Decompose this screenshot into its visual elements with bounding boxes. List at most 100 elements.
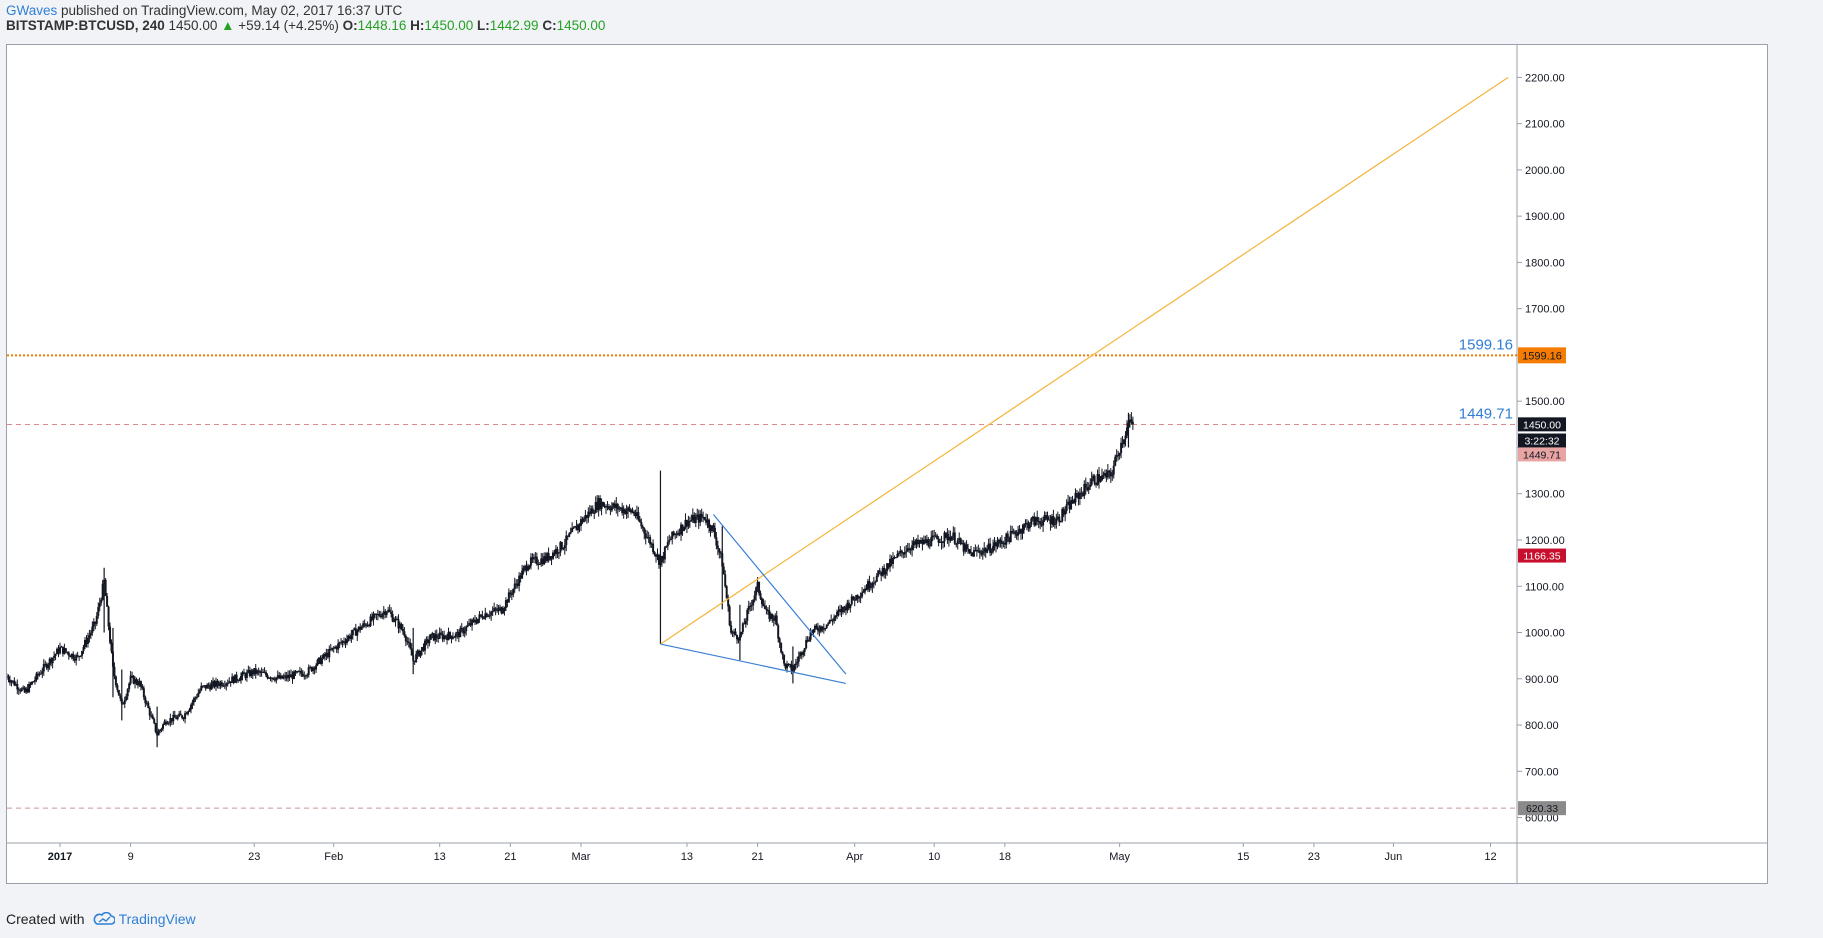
candle-body [575, 526, 578, 531]
candle-body [150, 715, 153, 717]
candle-body [999, 539, 1002, 542]
candle-body [891, 557, 894, 564]
chart-area[interactable]: 600.00 700.00 800.00 900.00 1000.00 1100.00 12… [6, 44, 1768, 884]
candle-body [840, 609, 843, 613]
candle-body [1025, 522, 1028, 524]
candle-body [304, 675, 307, 677]
candle-body [113, 666, 116, 677]
candle-body [441, 634, 444, 640]
price-axis-badge-text: 1166.35 [1523, 551, 1560, 563]
candle-body [279, 675, 282, 679]
price-axis-badge [1518, 447, 1566, 462]
candle-body [883, 567, 886, 575]
candle-body [709, 527, 712, 532]
candle-body [276, 675, 279, 678]
candle-body [1102, 474, 1105, 476]
time-tick-label: Jun [1384, 851, 1402, 863]
candle-body [1018, 529, 1021, 532]
candle-body [900, 550, 903, 553]
candle-body [1087, 487, 1090, 491]
candle-body [843, 606, 846, 608]
candle-body [818, 630, 821, 632]
author-link[interactable]: GWaves [6, 3, 58, 18]
price-chart[interactable]: 600.00 700.00 800.00 900.00 1000.00 1100.00 12… [7, 45, 1767, 883]
candle-body [148, 708, 151, 716]
candle-body [696, 514, 699, 517]
candle-body [206, 684, 209, 689]
candle-body [332, 647, 335, 649]
candle-body [147, 702, 150, 709]
candle-body [903, 552, 906, 555]
candle-body [476, 618, 479, 624]
candle-body [82, 646, 85, 651]
candle-body [943, 532, 946, 542]
candle-body [456, 632, 459, 634]
candle-body [884, 571, 887, 575]
candle-body [1078, 492, 1081, 499]
candle-body [740, 631, 743, 636]
candle-body [126, 689, 129, 697]
candle-body [357, 626, 360, 631]
candle-body [487, 615, 490, 617]
candle-body [17, 689, 20, 691]
candle-body [242, 672, 245, 675]
candle-body [644, 533, 647, 538]
candle-body [288, 674, 291, 678]
candle-body [909, 549, 912, 551]
candle-body [763, 605, 766, 610]
candle-body [309, 667, 312, 669]
candle-body [805, 639, 808, 649]
candle-body [67, 652, 70, 656]
candle-body [400, 623, 403, 630]
candle-body [797, 656, 800, 662]
candle-body [733, 631, 736, 633]
candle-body [1039, 521, 1042, 525]
level-price-label: 1599.16 [1459, 336, 1513, 353]
candle-body [682, 527, 685, 531]
price-tick-label: 1700.00 [1525, 304, 1565, 316]
time-tick-label: 21 [751, 851, 763, 863]
candle-body [425, 639, 428, 641]
candle-body [320, 658, 323, 664]
price-tick-label: 900.00 [1525, 674, 1559, 686]
candle-body [396, 618, 399, 620]
candle-body [10, 681, 13, 683]
candle-body [54, 654, 57, 657]
candle-body [897, 553, 900, 555]
tradingview-link[interactable]: TradingView [93, 911, 196, 927]
candle-body [453, 636, 456, 638]
candle-body [337, 643, 340, 650]
candle-body [532, 557, 535, 560]
candle-body [722, 566, 725, 575]
time-tick-label: Mar [572, 851, 591, 863]
candle-body [509, 592, 512, 595]
candle-body [248, 670, 251, 677]
candle-body [328, 648, 331, 658]
candle-body [1002, 542, 1005, 544]
candle-body [241, 672, 244, 676]
candle-body [1006, 533, 1009, 538]
candle-body [513, 583, 516, 589]
candle-body [565, 535, 568, 546]
candle-body [665, 546, 668, 548]
candle-body [908, 548, 911, 550]
candle-body [591, 508, 594, 514]
candle-body [1067, 501, 1070, 505]
time-tick-label: Feb [324, 851, 343, 863]
candle-body [1086, 487, 1089, 491]
candle-body [942, 541, 945, 543]
candle-body [685, 519, 688, 527]
candle-body [178, 713, 181, 717]
candle-body [688, 520, 691, 522]
candle-body [343, 641, 346, 643]
candle-body [590, 508, 593, 514]
candle-body [29, 683, 32, 685]
candle-body [70, 653, 73, 658]
candle-body [33, 679, 36, 682]
candle-body [715, 537, 718, 546]
candle-body [134, 679, 137, 684]
level-price-label: 1449.71 [1459, 405, 1513, 422]
candle-body [369, 616, 372, 627]
candle-body [554, 548, 557, 555]
candle-body [421, 647, 424, 651]
